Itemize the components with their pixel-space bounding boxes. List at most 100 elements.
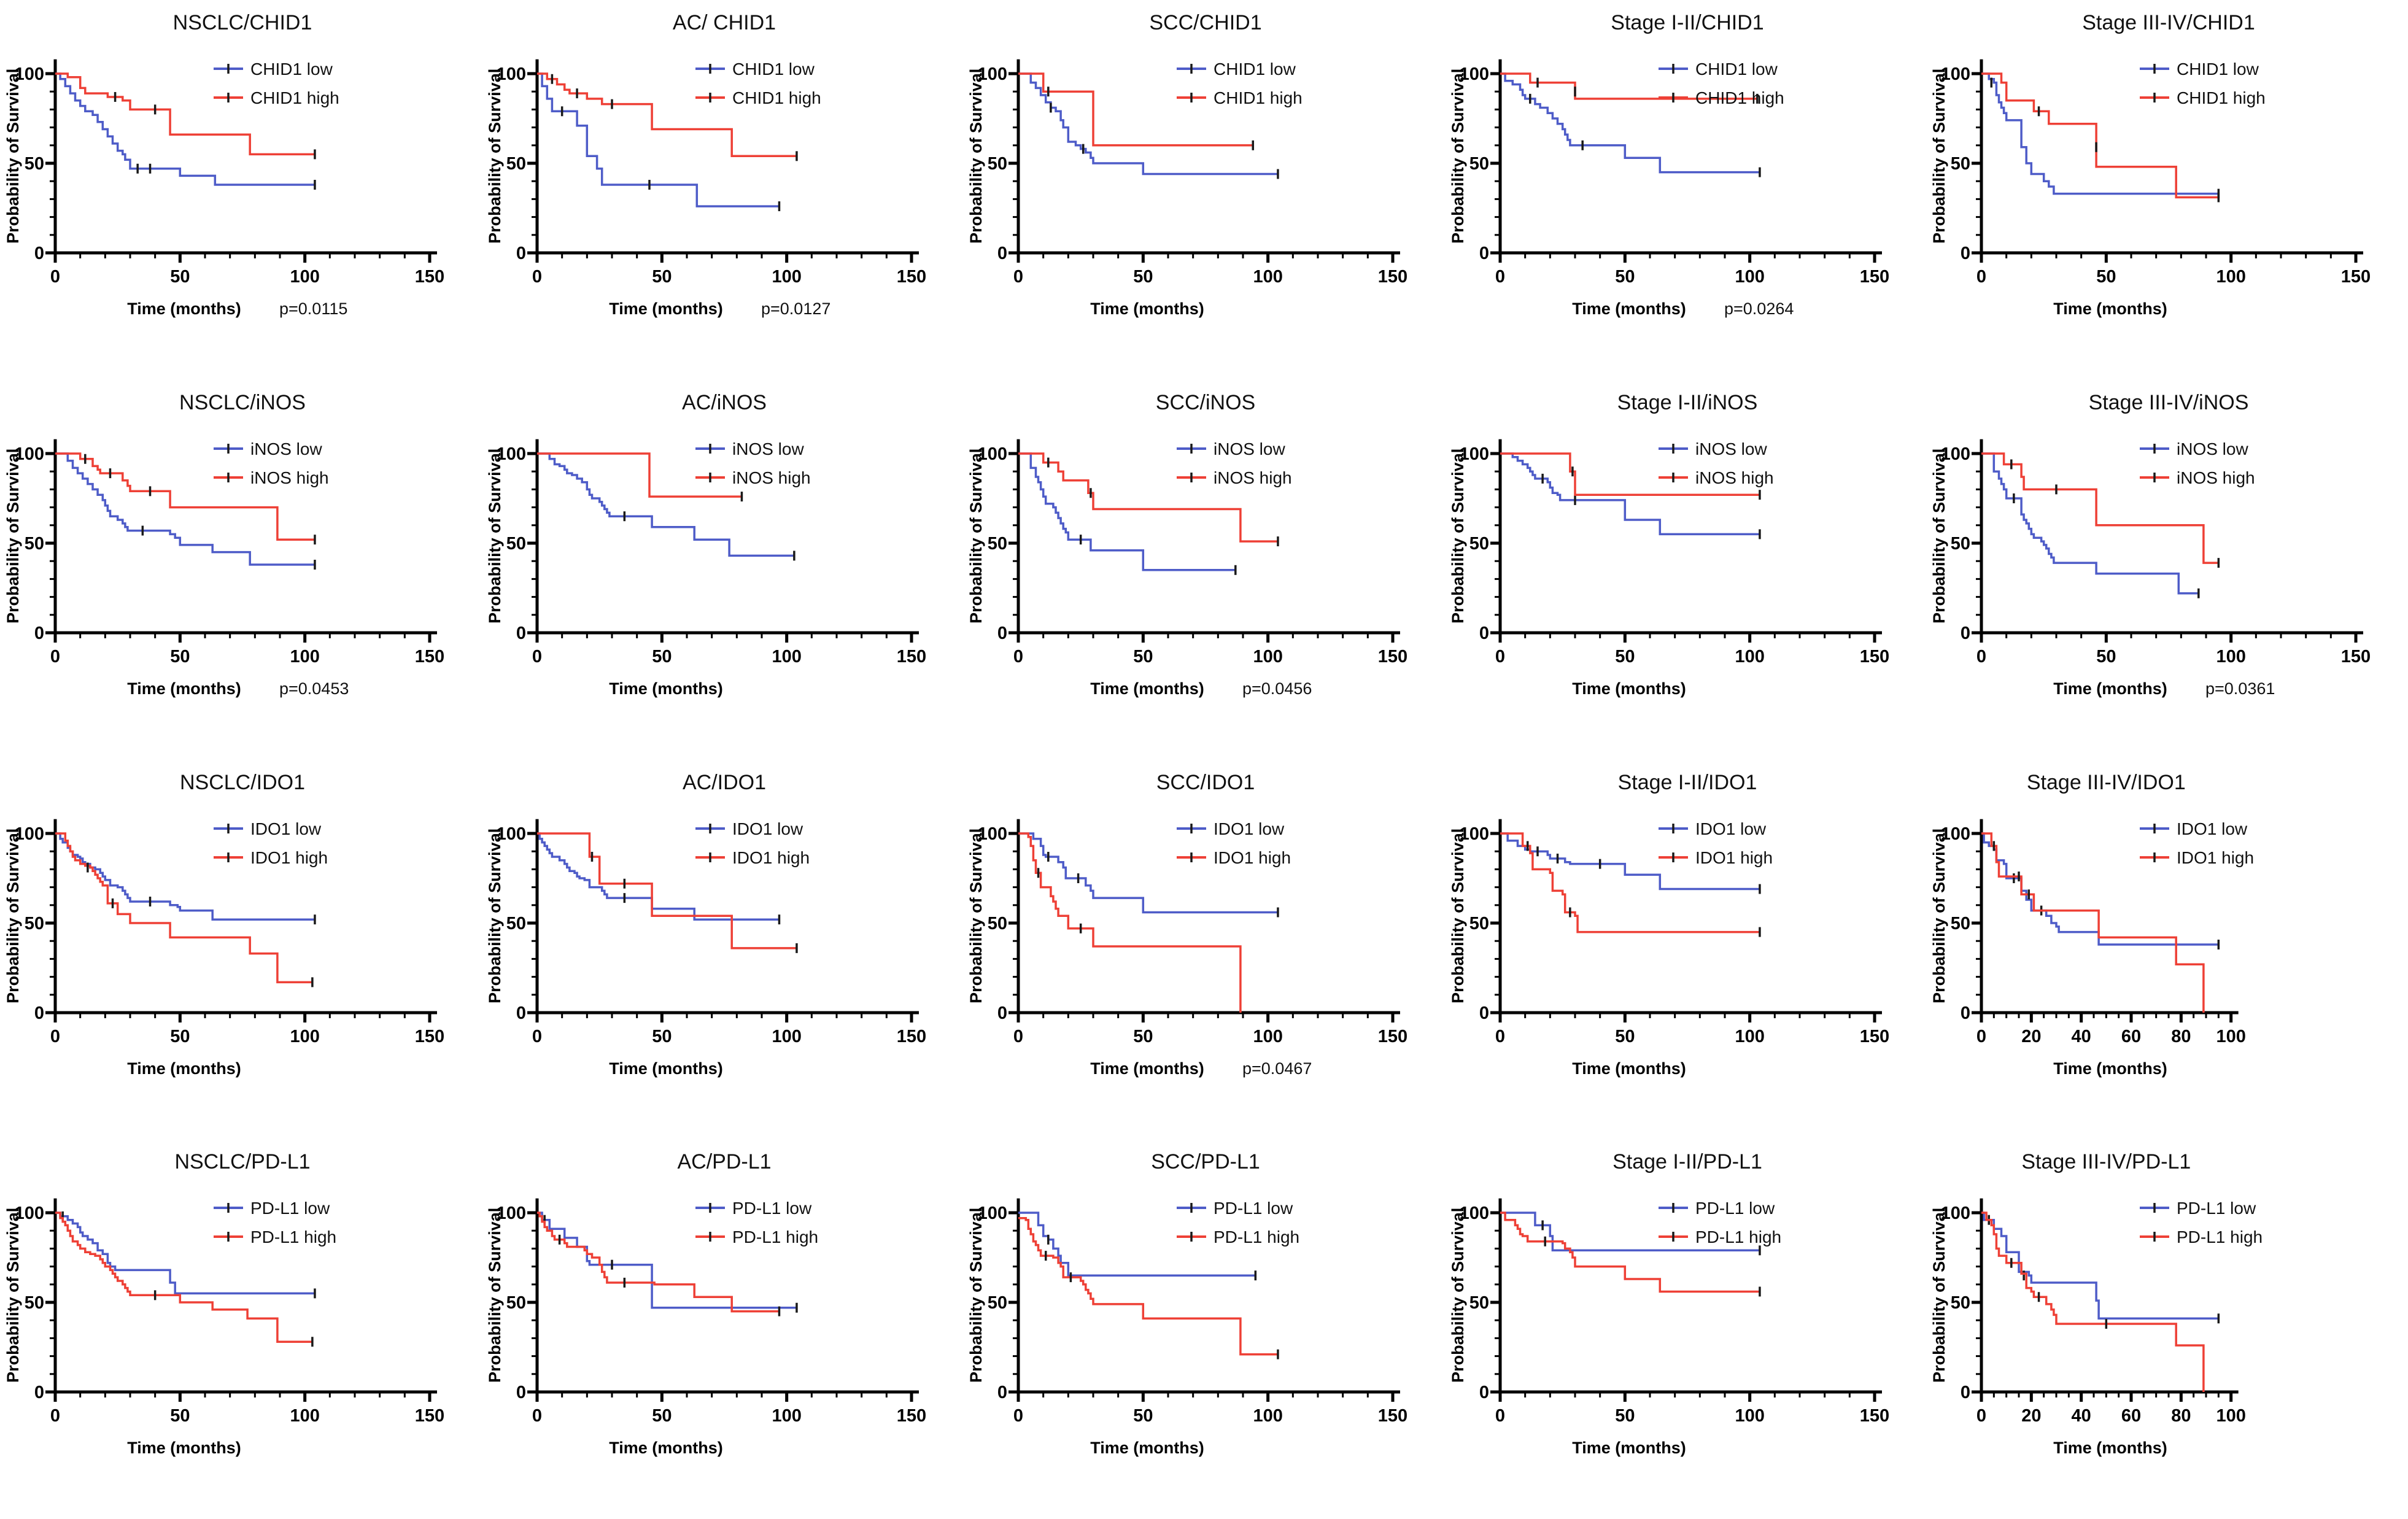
censor-ticks-high [87,862,314,987]
svg-text:50: 50 [506,534,525,554]
y-axis-label: Probability of Survival [1449,449,1467,624]
legend: PD-L1 low PD-L1 high [2140,1199,2263,1247]
svg-text:100: 100 [1253,1027,1283,1046]
y-axis-ticks [527,832,537,1014]
svg-text:100: 100 [978,824,1007,844]
svg-text:100: 100 [772,267,801,287]
svg-text:50: 50 [652,1027,672,1046]
axes [535,1198,919,1394]
km-curve-low [1018,832,1279,913]
svg-text:0: 0 [1961,244,1970,263]
km-plot-nsclc-inos: NSCLC/iNOS 0 50 100 0 50 100 150 Probability of … [0,380,481,759]
y-axis-ticks [1008,1211,1019,1394]
svg-text:50: 50 [1615,267,1635,287]
axes [53,59,437,255]
svg-text:0: 0 [1976,267,1986,287]
x-axis-tick-labels: 0 50 100 150 [1976,647,2371,667]
censor-ticks-high [2010,459,2220,568]
svg-text:100: 100 [1941,824,1970,844]
x-axis-label: Time (months) [1090,679,1204,698]
x-axis-ticks [1016,1392,1395,1402]
km-plot-nsclc-pd-l1: NSCLC/PD-L1 0 50 100 0 50 100 150 Probability of… [0,1139,481,1518]
svg-text:0: 0 [532,1406,542,1426]
censor-ticks-high [84,454,316,544]
legend-label: iNOS high [732,468,811,487]
legend-label: iNOS low [2177,439,2248,458]
x-axis-label: Time (months) [609,679,723,698]
censor-ticks-high [1047,87,1255,150]
svg-text:0: 0 [1479,624,1489,643]
svg-text:0: 0 [34,1003,44,1023]
km-curve-low [55,72,315,186]
censor-ticks-low [623,892,780,924]
axes [1980,59,2364,255]
y-axis-tick-labels: 0 50 100 [1941,824,1970,1023]
censor-ticks-high [1544,1236,1761,1297]
y-axis-tick-labels: 0 50 100 [1459,1204,1489,1402]
plot-title: AC/ CHID1 [673,11,776,34]
svg-text:150: 150 [1860,1027,1889,1046]
legend: IDO1 low IDO1 high [1177,819,1291,867]
y-axis-label: Probability of Survival [1449,1208,1467,1383]
y-axis-ticks [1490,452,1500,635]
km-curve-low [55,1212,315,1295]
km-curve-low [1981,72,2219,195]
y-axis-ticks [1008,832,1019,1014]
x-axis-label: Time (months) [1090,300,1204,318]
y-axis-tick-labels: 0 50 100 [1941,1204,1970,1402]
y-axis-ticks [1490,1211,1500,1394]
censor-ticks-high [590,851,798,953]
x-axis-tick-labels: 0 50 100 150 [1013,1027,1407,1046]
km-plot-scc-inos: SCC/iNOS 0 50 100 0 50 100 150 Probability of Su… [963,380,1444,759]
x-axis-tick-labels: 0 50 100 150 [532,647,926,667]
censor-ticks-low [141,525,316,570]
y-axis-ticks [1972,832,1982,1014]
svg-text:0: 0 [1495,1027,1505,1046]
svg-text:100: 100 [1735,1027,1764,1046]
censor-ticks-low [1050,102,1279,179]
plot-canvas: SCC/PD-L1 0 50 100 0 50 100 150 Probability of S… [967,1150,1407,1457]
plot-canvas: NSCLC/PD-L1 0 50 100 0 50 100 150 Probability of… [4,1150,444,1457]
km-plot-stage-iii-iv-chid1: Stage III-IV/CHID1 0 50 100 0 50 100 150 Probabi… [1926,0,2407,379]
y-axis-label: Probability of Survival [4,69,22,244]
x-axis-ticks [53,632,432,643]
plot-title: NSCLC/CHID1 [173,11,312,34]
legend-label: iNOS low [250,439,322,458]
legend-label: PD-L1 low [2177,1199,2256,1218]
y-axis-ticks [1490,72,1500,255]
x-axis-label: Time (months) [2054,679,2168,698]
km-curve-high [1500,832,1760,933]
y-axis-label: Probability of Survival [1449,828,1467,1003]
censor-ticks-low [1080,534,1237,575]
svg-text:100: 100 [496,444,525,464]
svg-text:0: 0 [1976,647,1986,667]
censor-ticks-low [1047,851,1279,917]
x-axis-label: Time (months) [2054,300,2168,318]
legend-label: IDO1 low [732,819,803,838]
legend: PD-L1 low PD-L1 high [1658,1199,1781,1247]
km-curve-high [536,452,742,498]
x-axis-tick-labels: 0 50 100 150 [50,267,444,287]
x-axis-tick-labels: 0 50 100 150 [532,1406,926,1426]
legend: iNOS low iNOS high [695,439,811,487]
km-curve-high [1018,1217,1279,1356]
legend-label: CHID1 low [1695,60,1778,79]
y-axis-label: Probability of Survival [4,828,22,1003]
legend-label: PD-L1 high [250,1227,336,1247]
censor-ticks-high [1536,77,1759,104]
svg-text:50: 50 [1133,647,1153,667]
plot-title: Stage III-IV/iNOS [2089,391,2249,414]
legend-label: PD-L1 low [1214,1199,1293,1218]
svg-text:0: 0 [532,267,542,287]
legend: iNOS low iNOS high [2140,439,2255,487]
legend-label: PD-L1 high [732,1227,818,1247]
x-axis-ticks [535,1392,913,1402]
x-axis-tick-labels: 0 20 40 60 80 100 [1976,1406,2246,1426]
plot-canvas: Stage III-IV/iNOS 0 50 100 0 50 100 150 Probabil… [1930,391,2371,698]
svg-text:0: 0 [1961,624,1970,643]
svg-text:100: 100 [15,444,44,464]
km-curve-high [1981,452,2219,564]
svg-text:100: 100 [290,267,319,287]
svg-text:0: 0 [1013,647,1023,667]
svg-text:100: 100 [2216,1027,2246,1046]
